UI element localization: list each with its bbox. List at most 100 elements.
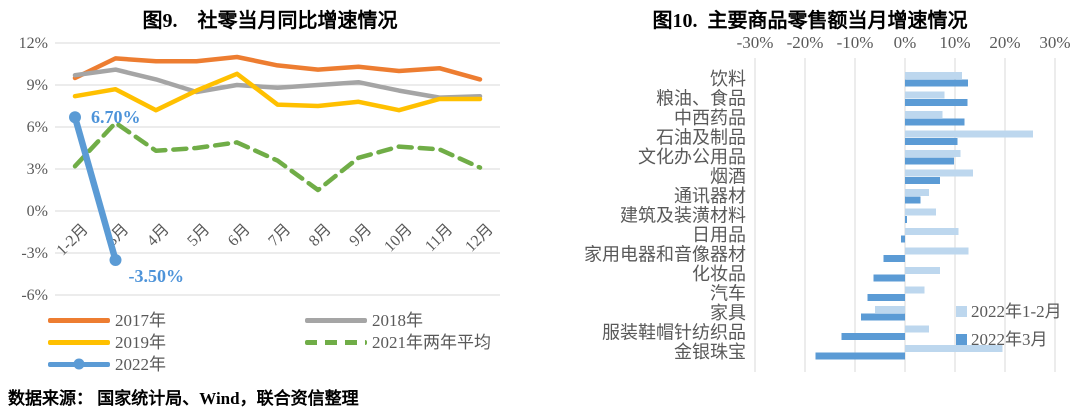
legend-item: 2019年 xyxy=(48,332,166,352)
bar xyxy=(905,91,945,99)
bar xyxy=(905,150,961,157)
figure-10-title: 图10. 主要商品零售额当月增速情况 xyxy=(652,10,968,32)
x-axis-tick-label: 6月 xyxy=(225,221,254,250)
line-series xyxy=(72,71,483,113)
bar xyxy=(905,138,958,145)
x-axis-tick-label: 20% xyxy=(989,33,1020,52)
line-series xyxy=(71,113,119,264)
x-axis-tick-label: 11月 xyxy=(422,221,456,255)
bar xyxy=(905,72,962,79)
bar xyxy=(905,267,940,274)
legend-label: 2021年两年平均 xyxy=(372,332,491,352)
y-axis-tick-label: 3% xyxy=(27,161,48,178)
bar xyxy=(905,208,936,216)
category-label: 汽车 xyxy=(710,284,746,304)
category-label: 文化办公用品 xyxy=(638,147,746,167)
category-label: 中西药品 xyxy=(674,108,746,128)
y-axis-tick-label: -6% xyxy=(21,287,48,304)
bar xyxy=(905,325,929,333)
bar xyxy=(875,306,905,313)
bar xyxy=(905,130,1033,138)
line-series xyxy=(72,120,483,193)
bar xyxy=(905,216,907,223)
x-axis-tick-label: 12月 xyxy=(462,221,497,256)
bar xyxy=(905,169,973,177)
x-axis-tick-label: 5月 xyxy=(184,221,213,250)
bar xyxy=(905,99,968,106)
legend-swatch xyxy=(48,358,110,370)
bar xyxy=(815,352,905,360)
legend-swatch xyxy=(305,339,367,345)
x-axis-tick-label: 30% xyxy=(1039,33,1070,52)
legend-item: 2021年两年平均 xyxy=(305,332,491,352)
legend-swatch xyxy=(48,317,110,323)
legend-swatch xyxy=(956,306,967,317)
x-axis-tick-label: 10月 xyxy=(381,221,416,256)
bar xyxy=(905,177,940,184)
bar xyxy=(905,247,969,255)
bar xyxy=(905,196,921,204)
legend-label: 2022年3月 xyxy=(971,330,1048,349)
bar xyxy=(861,313,905,321)
x-axis-tick-label: -30% xyxy=(737,33,774,52)
bar xyxy=(905,345,1003,352)
legend-swatch xyxy=(48,339,110,345)
category-label: 通讯器材 xyxy=(674,186,746,206)
y-axis-tick-label: 6% xyxy=(27,119,48,136)
bar-chart-svg: -30% -20% -10% 0% 10% 20% 30% 饮料粮油、食品中西药品石油及制品文… xyxy=(584,33,1071,372)
bar xyxy=(867,294,905,301)
legend-label: 2017年 xyxy=(115,310,166,330)
category-label: 家具 xyxy=(710,303,746,323)
category-label: 家用电器和音像器材 xyxy=(584,245,746,265)
bar xyxy=(905,228,959,235)
category-label: 建筑及装潢材料 xyxy=(620,206,746,226)
legend-item: 2018年 xyxy=(305,310,423,330)
x-axis-tick-label: 8月 xyxy=(306,221,335,250)
x-axis-tick-label: 0% xyxy=(894,33,917,52)
source-note: 数据来源： 国家统计局、Wind，联合资信整理 xyxy=(8,389,359,408)
line-chart-svg: 12%9%6%3%0%-3%-6%1-2月 3月 4月 5月 6月 7月 8月 9月 10月 11… xyxy=(19,35,500,304)
y-axis-tick-label: 12% xyxy=(19,35,48,52)
x-axis-tick-label: 9月 xyxy=(346,221,375,250)
category-label: 饮料 xyxy=(710,69,746,89)
legend-label: 2018年 xyxy=(372,310,423,330)
category-label: 服装鞋帽针纺织品 xyxy=(602,323,746,343)
figure-10-panel: 图10. 主要商品零售额当月增速情况 -30% -20% -10% 0% 10% 20% 3… xyxy=(540,0,1080,382)
legend-item: 2017年 xyxy=(48,310,166,330)
category-label: 石油及制品 xyxy=(656,128,746,148)
bar xyxy=(905,157,954,165)
x-axis-tick-label: -10% xyxy=(837,33,874,52)
legend-label: 2022年1-2月 xyxy=(971,302,1062,321)
data-point-marker xyxy=(109,254,122,266)
legend-marker-dot xyxy=(73,358,85,370)
category-label: 粮油、食品 xyxy=(656,89,746,109)
x-axis-tick-label: 7月 xyxy=(265,221,294,250)
x-axis-tick-label: -20% xyxy=(787,33,824,52)
legend-swatch xyxy=(305,317,367,323)
legend-item: 2022年 xyxy=(48,354,166,374)
bar xyxy=(905,118,965,126)
bar xyxy=(905,79,968,87)
category-label: 日用品 xyxy=(692,225,746,245)
figure-9-panel: 图9. 社零当月同比增速情况 12% 9% 6% 3% 0% -3% -6% 1-2月 3月 4月… xyxy=(0,0,540,382)
data-point-label: -3.50% xyxy=(129,266,185,286)
bar xyxy=(873,274,905,282)
bar xyxy=(905,111,943,118)
bar xyxy=(883,255,905,262)
y-axis-tick-label: -3% xyxy=(21,245,48,262)
bar xyxy=(901,235,905,243)
category-label: 烟酒 xyxy=(710,167,746,187)
bar xyxy=(905,286,925,294)
figure-9-title: 图9. 社零当月同比增速情况 xyxy=(142,10,398,32)
legend-label: 2019年 xyxy=(115,332,166,352)
legend-swatch xyxy=(956,334,967,345)
x-axis-tick-label: 10% xyxy=(939,33,970,52)
data-point-label: 6.70% xyxy=(91,107,141,127)
category-label: 金银珠宝 xyxy=(674,342,746,362)
x-axis-tick-label: 4月 xyxy=(144,221,173,250)
data-point-marker xyxy=(69,111,81,124)
y-axis-tick-label: 9% xyxy=(27,77,48,94)
bar xyxy=(841,333,905,340)
legend-label: 2022年 xyxy=(115,354,166,374)
